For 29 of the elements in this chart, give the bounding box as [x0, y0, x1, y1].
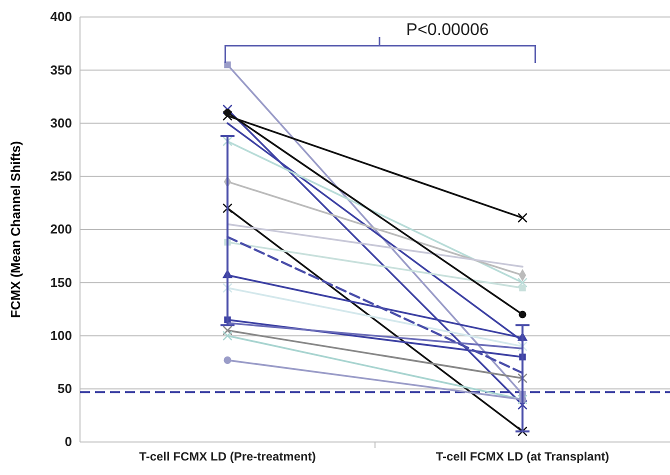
point: [222, 330, 232, 341]
y-tick-label: 200: [50, 222, 72, 237]
point: [222, 136, 232, 146]
y-tick-label: 100: [50, 328, 72, 343]
x-tick-label: T-cell FCMX LD (Pre-treatment): [139, 450, 316, 464]
y-tick-label: 350: [50, 62, 72, 78]
point: [224, 356, 232, 364]
point: [222, 104, 232, 114]
point: [519, 284, 526, 292]
point: [222, 282, 232, 293]
y-tick-label: 50: [58, 381, 72, 396]
point: [518, 212, 528, 223]
point: [222, 203, 232, 214]
y-tick-label: 400: [50, 9, 72, 24]
x-tick-label: T-cell FCMX LD (at Transplant): [436, 450, 610, 464]
y-tick-label: 250: [50, 168, 72, 184]
point: [518, 310, 526, 318]
point: [224, 61, 231, 68]
point: [518, 341, 528, 352]
y-tick-label: 0: [64, 434, 72, 450]
point: [518, 426, 528, 436]
point: [518, 373, 528, 384]
y-tick-label: 300: [50, 115, 72, 130]
point: [222, 110, 232, 121]
y-tick-label: 150: [50, 274, 72, 290]
annotation: P<0.00006: [406, 20, 489, 39]
point: [224, 108, 232, 116]
y-axis-title: FCMX (Mean Channel Shifts): [8, 141, 23, 318]
point: [518, 400, 528, 410]
